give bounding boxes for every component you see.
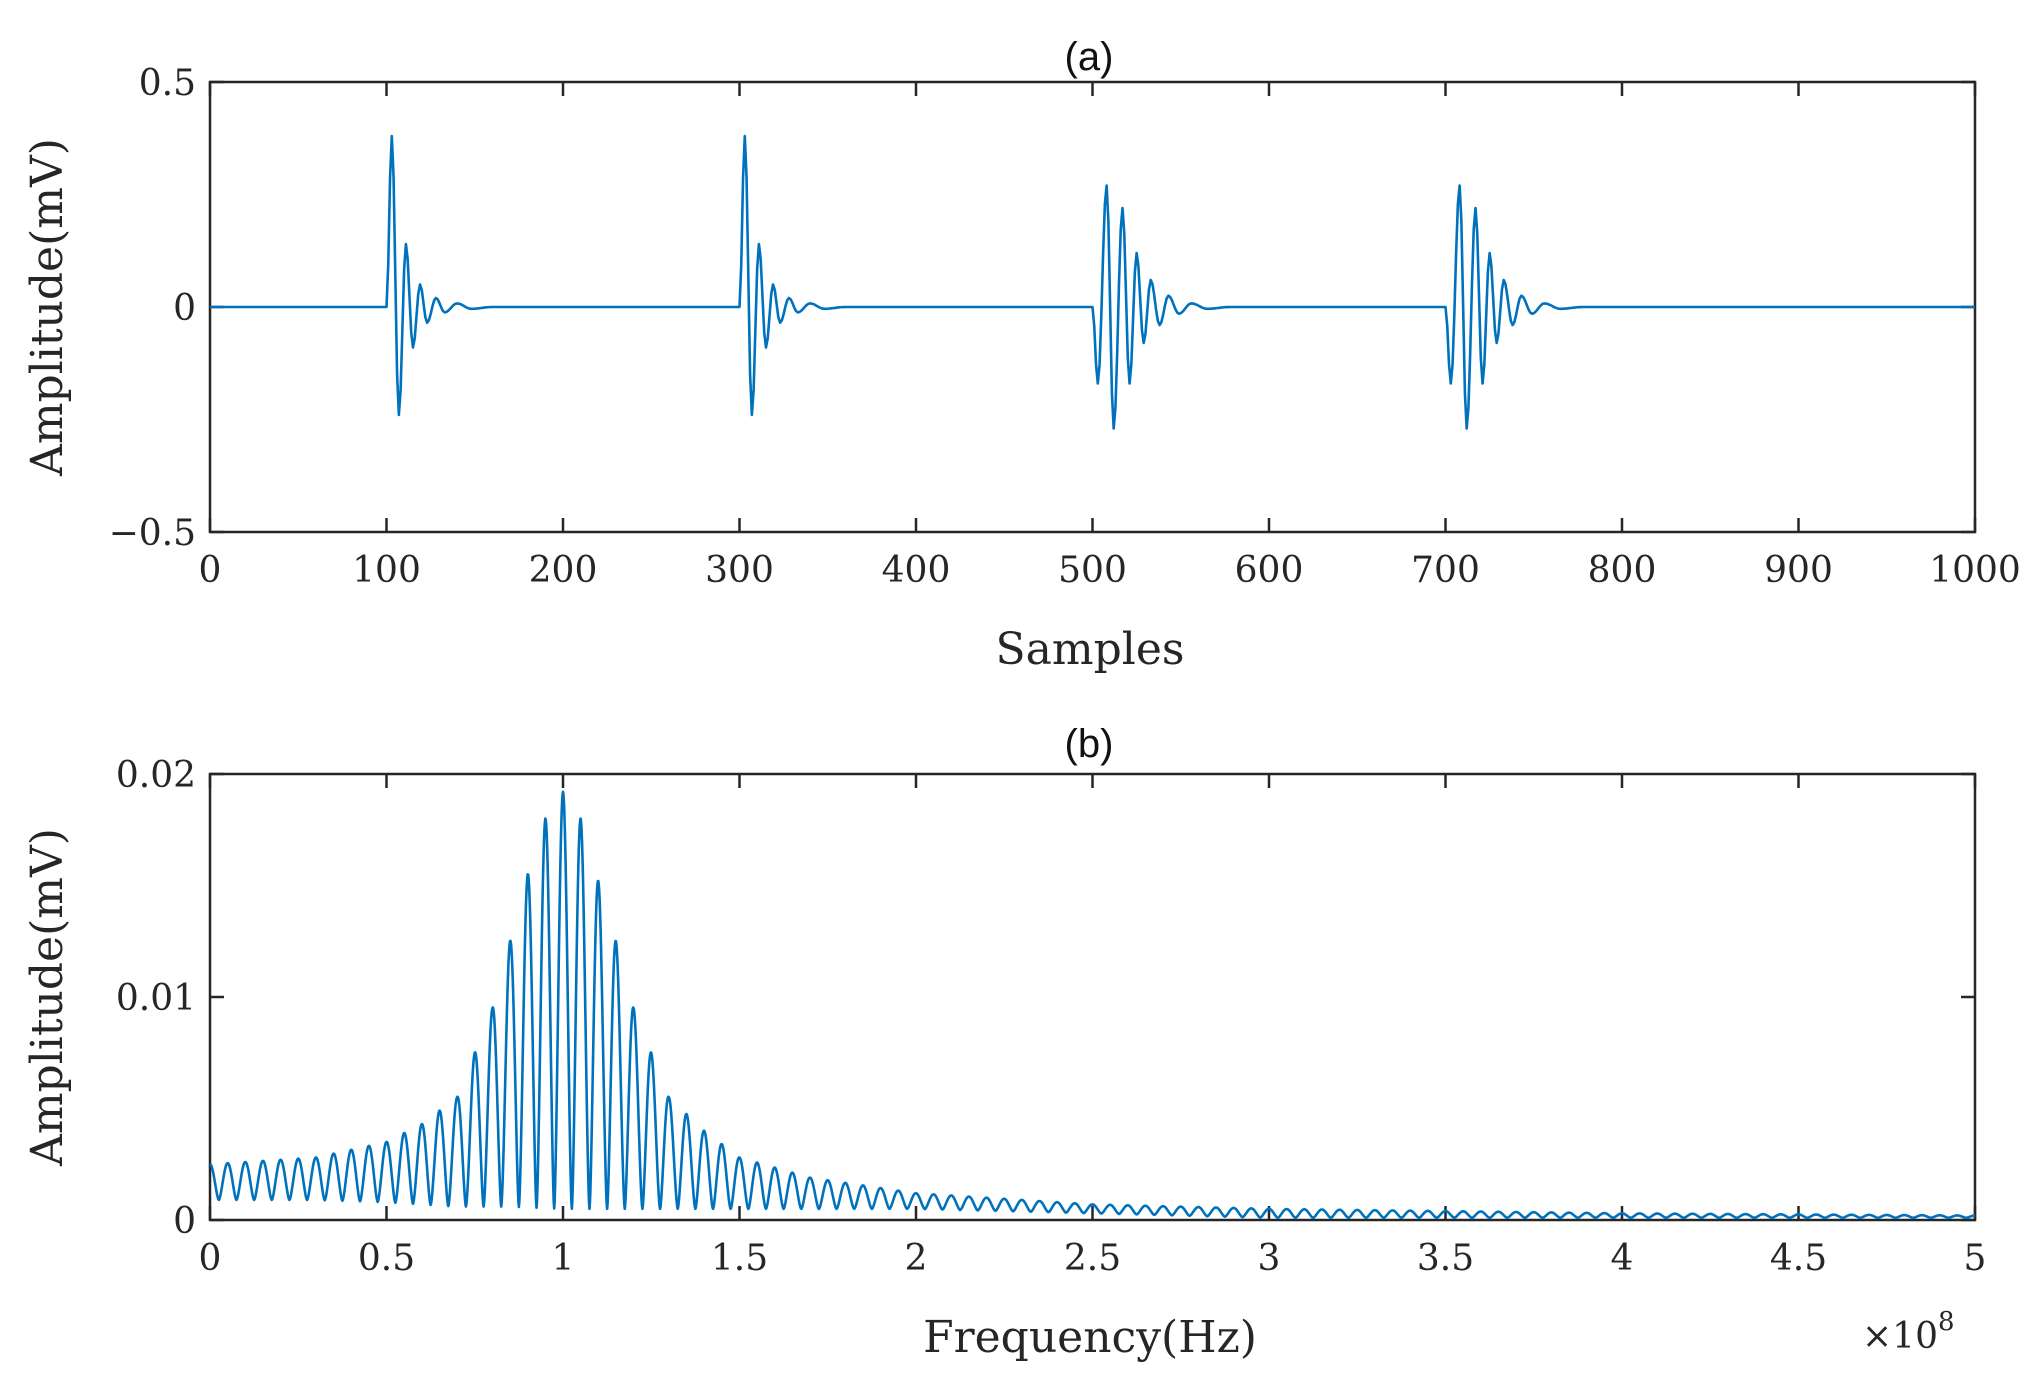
x-tick-label: 800	[1588, 550, 1657, 591]
x-tick-label: 5	[1964, 1238, 1987, 1279]
x-tick-label: 0	[199, 1238, 222, 1279]
panel-b-title: (b)	[1065, 722, 1114, 766]
y-tick-label: 0.02	[116, 755, 196, 796]
x-tick-label: 0.5	[358, 1238, 415, 1279]
y-tick-label: −0.5	[109, 513, 196, 554]
x-tick-label: 3	[1258, 1238, 1281, 1279]
x-tick-label: 600	[1235, 550, 1304, 591]
x-tick-label: 1	[552, 1238, 575, 1279]
y-tick-label: 0	[173, 288, 196, 329]
panel-b-frame	[208, 772, 1977, 1222]
panel-a-ticks	[208, 80, 1977, 534]
x-tick-label: 300	[705, 550, 774, 591]
x-tick-label: 1.5	[711, 1238, 768, 1279]
x-tick-label: 200	[529, 550, 598, 591]
panel-b: (b) 0 0.5 1 1.5 2 2.5 3 3.5 4 4.5 5 0 0.01 0.02 Freq…	[22, 722, 1986, 1363]
x-tick-label: 3.5	[1417, 1238, 1474, 1279]
panel-b-y-tick-labels: 0 0.01 0.02	[116, 755, 196, 1242]
y-tick-label: 0.5	[139, 63, 196, 104]
x-tick-label: 4.5	[1770, 1238, 1827, 1279]
x-tick-label: 900	[1764, 550, 1833, 591]
panel-a-y-axis-label: Amplitude(mV)	[22, 138, 73, 477]
panel-a-title: (a)	[1065, 35, 1114, 79]
x-tick-label: 100	[352, 550, 421, 591]
panel-b-y-axis-label: Amplitude(mV)	[22, 828, 73, 1167]
panel-a-x-axis-label: Samples	[996, 624, 1185, 675]
x-tick-label: 500	[1058, 550, 1127, 591]
panel-b-x-tick-labels: 0 0.5 1 1.5 2 2.5 3 3.5 4 4.5 5	[199, 1238, 1987, 1279]
x-tick-label: 700	[1411, 550, 1480, 591]
x-tick-label: 400	[882, 550, 951, 591]
x-tick-label: 2	[905, 1238, 928, 1279]
panel-a-x-tick-labels: 0 100 200 300 400 500 600 700 800 900 1000	[199, 550, 2021, 591]
y-tick-label: 0	[173, 1201, 196, 1242]
panel-b-x-scale-factor: ×108	[1862, 1307, 1955, 1357]
x-tick-label: 4	[1611, 1238, 1634, 1279]
panel-b-ticks	[208, 772, 1977, 1222]
x-tick-label: 0	[199, 550, 222, 591]
x-tick-label: 2.5	[1064, 1238, 1121, 1279]
panel-a: (a) 0 100 200 300 400 500 600 700 800 900 1000 −0.…	[22, 35, 2021, 675]
x-scale-base: ×10	[1862, 1316, 1938, 1357]
panel-b-series-line	[209, 790, 1976, 1220]
y-tick-label: 0.01	[116, 978, 196, 1019]
panel-a-y-tick-labels: −0.5 0 0.5	[109, 63, 196, 554]
panel-a-series-line	[210, 134, 1975, 430]
panel-b-x-axis-label: Frequency(Hz)	[923, 1312, 1257, 1363]
x-scale-exponent: 8	[1938, 1307, 1955, 1337]
x-tick-label: 1000	[1929, 550, 2021, 591]
